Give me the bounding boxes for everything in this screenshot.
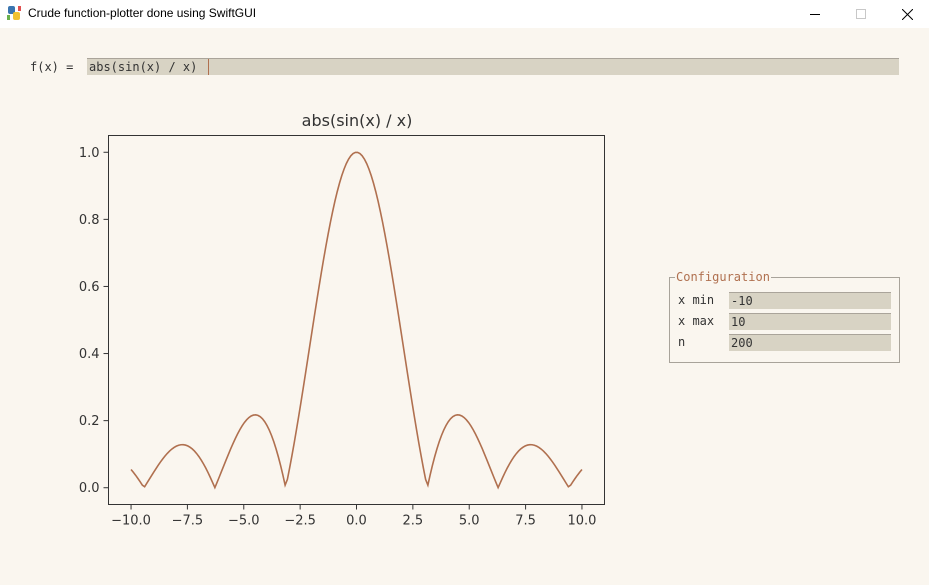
x-tick-label: 5.0 bbox=[459, 514, 480, 529]
y-tick-label: 0.8 bbox=[79, 213, 100, 228]
n-input[interactable] bbox=[729, 334, 891, 351]
maximize-icon bbox=[856, 9, 866, 19]
x-tick-label: 10.0 bbox=[567, 514, 596, 529]
y-axis: 0.0 0.2 0.4 0.6 0.8 1.0 bbox=[79, 146, 109, 496]
y-tick-label: 0.0 bbox=[79, 481, 100, 496]
y-tick-label: 0.2 bbox=[79, 414, 100, 429]
close-button[interactable] bbox=[884, 0, 929, 28]
x-tick-label: −5.0 bbox=[228, 514, 260, 529]
x-min-input[interactable] bbox=[729, 292, 891, 309]
x-tick-label: 2.5 bbox=[403, 514, 424, 529]
series-line bbox=[130, 151, 583, 490]
chart-title: abs(sin(x) / x) bbox=[302, 111, 413, 130]
python-icon bbox=[7, 6, 21, 20]
minimize-button[interactable] bbox=[792, 0, 838, 28]
configuration-legend: Configuration bbox=[675, 270, 771, 284]
maximize-button[interactable] bbox=[838, 0, 884, 28]
configuration-group: Configuration x min x max n bbox=[669, 270, 900, 363]
y-tick-label: 0.6 bbox=[79, 280, 100, 295]
x-tick-label: −10.0 bbox=[111, 514, 151, 529]
x-tick-label: 7.5 bbox=[515, 514, 536, 529]
window-title: Crude function-plotter done using SwiftG… bbox=[28, 6, 257, 20]
n-label: n bbox=[678, 335, 686, 349]
y-tick-label: 0.4 bbox=[79, 347, 100, 362]
x-max-label: x max bbox=[678, 314, 715, 328]
x-tick-label: −2.5 bbox=[284, 514, 316, 529]
function-label: f(x) = bbox=[30, 60, 74, 74]
y-tick-label: 1.0 bbox=[79, 146, 100, 161]
title-bar: Crude function-plotter done using SwiftG… bbox=[0, 0, 929, 28]
x-max-input[interactable] bbox=[729, 313, 891, 330]
function-input[interactable] bbox=[87, 58, 899, 75]
close-icon bbox=[901, 8, 913, 20]
minimize-icon bbox=[810, 14, 820, 15]
x-tick-label: −7.5 bbox=[172, 514, 204, 529]
plot-frame bbox=[108, 135, 605, 505]
x-axis: −10.0 −7.5 −5.0 −2.5 0.0 2.5 5.0 7.5 10.0 bbox=[111, 504, 596, 529]
x-min-label: x min bbox=[678, 293, 715, 307]
x-tick-label: 0.0 bbox=[346, 514, 367, 529]
text-cursor bbox=[208, 59, 209, 75]
